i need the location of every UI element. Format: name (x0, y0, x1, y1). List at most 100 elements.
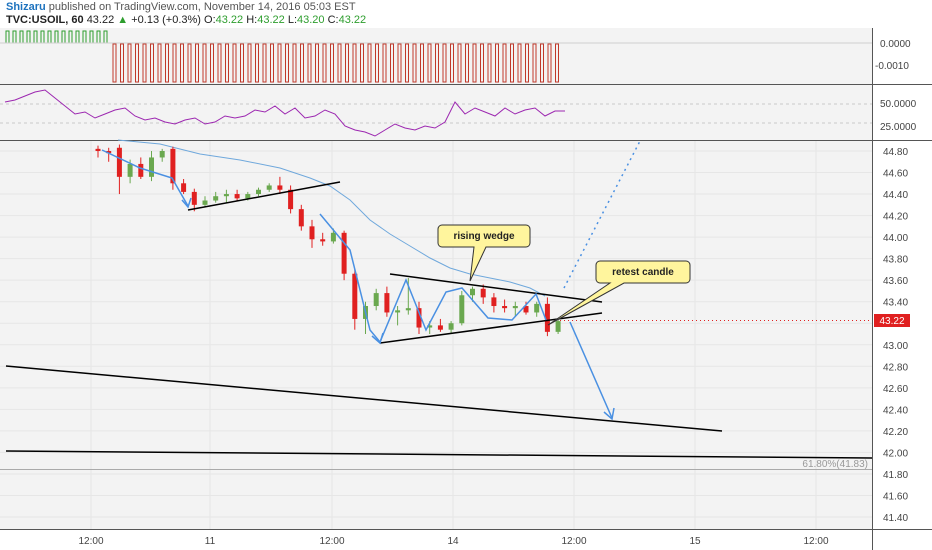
candle[interactable] (320, 232, 326, 246)
histogram-bar-negative (262, 43, 267, 83)
current-price-label: 43.22 (879, 316, 904, 327)
long-trendline[interactable] (5, 365, 723, 432)
candle-body (116, 147, 122, 177)
candle[interactable] (544, 297, 550, 337)
ohlc-legend: TVC:USOIL, 60 43.22 ▲ +0.13 (+0.3%) O: 43… (6, 14, 366, 26)
histogram-bar-negative (255, 43, 259, 83)
candle[interactable] (352, 269, 358, 330)
retest-candle-callout[interactable]: retest candle (547, 260, 691, 326)
histogram-bar-negative (472, 43, 477, 83)
price-tick: 42.40 (883, 405, 908, 416)
histogram-bar-negative (382, 43, 387, 83)
rsi-panel-bg (0, 85, 872, 140)
candle-body (491, 297, 497, 307)
candle[interactable] (95, 145, 101, 158)
time-tick: 12:00 (319, 536, 344, 547)
projection-arrows[interactable] (101, 149, 613, 419)
candle-body (470, 288, 475, 296)
candle[interactable] (448, 321, 454, 334)
horizontal-support-line[interactable] (5, 450, 873, 459)
candle[interactable] (416, 301, 422, 334)
price-tick: 42.00 (883, 448, 908, 459)
candle-body (416, 308, 422, 328)
indicator-histogram (5, 30, 559, 83)
candle[interactable] (373, 288, 379, 311)
histogram-bar-negative (450, 43, 454, 83)
last-price: 43.22 (86, 14, 115, 26)
histogram-bar-negative (150, 43, 154, 83)
histogram-bar-negative (487, 43, 492, 83)
low-label: L: (287, 14, 298, 26)
candle[interactable] (149, 151, 154, 182)
candle-body (309, 226, 315, 240)
wedge-upper-line[interactable] (389, 273, 603, 303)
rising-wedge-callout[interactable]: rising wedge (437, 224, 531, 282)
candle[interactable] (395, 306, 401, 326)
candle[interactable] (534, 301, 540, 317)
histogram-bar-negative (532, 43, 537, 83)
high-label: H: (246, 14, 258, 26)
candle[interactable] (170, 146, 176, 190)
histogram-bar-negative (352, 43, 357, 83)
histogram-bar-negative (277, 43, 282, 83)
high-value: 43.22 (257, 14, 285, 26)
histogram-bar-negative (517, 43, 522, 83)
histogram-bar-negative (510, 43, 514, 83)
candle[interactable] (309, 219, 315, 248)
histogram-bar-negative (315, 43, 319, 83)
histogram-bar-negative (555, 43, 559, 83)
price-tick: 41.80 (883, 470, 908, 481)
candle[interactable] (459, 290, 465, 326)
candle-body (320, 239, 326, 242)
candle[interactable] (437, 318, 443, 332)
histogram-bar-negative (232, 43, 237, 83)
wedge-lower-line[interactable] (379, 312, 603, 344)
path-arrow[interactable] (319, 213, 547, 344)
histogram-bar-negative (525, 43, 529, 83)
candle[interactable] (491, 293, 497, 313)
price-tick: 44.80 (883, 147, 908, 158)
candle[interactable] (191, 188, 197, 212)
candle[interactable] (480, 284, 486, 304)
candle[interactable] (256, 187, 261, 197)
candle[interactable] (181, 178, 187, 195)
candle-body (223, 194, 229, 197)
price-axis[interactable]: 0.0000 -0.0010 50.0000 25.0000 44.80 44.6… (875, 39, 917, 524)
candle[interactable] (213, 191, 219, 203)
rsi-tick: 25.0000 (880, 122, 917, 133)
path-arrow[interactable] (101, 149, 189, 207)
candle[interactable] (266, 183, 272, 192)
candle[interactable] (234, 189, 240, 201)
up-triangle-icon: ▲ (117, 14, 129, 26)
candle[interactable] (202, 196, 208, 207)
candle[interactable] (512, 301, 518, 317)
candle[interactable] (116, 144, 122, 195)
histogram-bar-negative (547, 43, 552, 83)
candle[interactable] (502, 299, 508, 313)
candle-body (437, 325, 443, 330)
histogram-bar-negative (330, 43, 334, 83)
histogram-bar-negative (225, 43, 229, 83)
symbol-label[interactable]: TVC:USOIL, 60 (6, 14, 84, 26)
time-tick: 12:00 (78, 536, 103, 547)
candle[interactable] (288, 185, 294, 214)
candle[interactable] (384, 286, 390, 317)
candle[interactable] (298, 204, 304, 231)
candle-body (384, 293, 390, 313)
candle[interactable] (159, 148, 165, 162)
candle[interactable] (277, 176, 283, 195)
flag-trendline[interactable] (187, 181, 341, 211)
candle[interactable] (555, 318, 561, 334)
down-projection-arrow[interactable] (569, 321, 613, 419)
histogram-bar-negative (367, 43, 372, 83)
candle[interactable] (223, 189, 229, 203)
candle[interactable] (341, 230, 347, 281)
candle-body (512, 306, 518, 309)
price-change: +0.13 (+0.3%) (131, 14, 201, 26)
histogram-bar-negative (427, 43, 432, 83)
candle[interactable] (106, 147, 112, 162)
time-axis[interactable]: 12:00 11 12:00 14 12:00 15 12:00 (78, 536, 828, 547)
author-name[interactable]: Shizaru (6, 1, 46, 13)
open-label: O: (204, 14, 216, 26)
